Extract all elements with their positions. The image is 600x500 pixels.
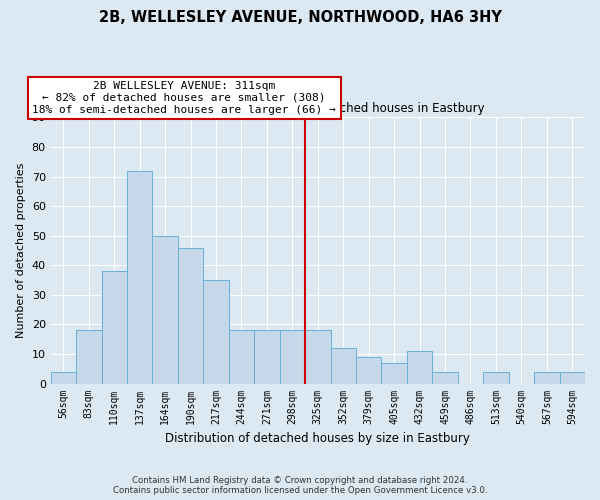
Bar xyxy=(560,372,585,384)
Bar xyxy=(356,357,382,384)
Bar xyxy=(50,372,76,384)
Bar xyxy=(229,330,254,384)
Text: 2B WELLESLEY AVENUE: 311sqm
← 82% of detached houses are smaller (308)
18% of se: 2B WELLESLEY AVENUE: 311sqm ← 82% of det… xyxy=(32,82,336,114)
Bar xyxy=(127,170,152,384)
Bar xyxy=(534,372,560,384)
Bar xyxy=(407,351,433,384)
Bar xyxy=(280,330,305,384)
Bar xyxy=(331,348,356,384)
Bar xyxy=(76,330,101,384)
Bar xyxy=(203,280,229,384)
Text: 2B, WELLESLEY AVENUE, NORTHWOOD, HA6 3HY: 2B, WELLESLEY AVENUE, NORTHWOOD, HA6 3HY xyxy=(98,10,502,25)
Bar xyxy=(433,372,458,384)
Bar xyxy=(101,271,127,384)
Bar xyxy=(483,372,509,384)
Bar xyxy=(178,248,203,384)
Bar xyxy=(305,330,331,384)
Bar xyxy=(382,363,407,384)
Y-axis label: Number of detached properties: Number of detached properties xyxy=(16,163,26,338)
Bar xyxy=(254,330,280,384)
X-axis label: Distribution of detached houses by size in Eastbury: Distribution of detached houses by size … xyxy=(166,432,470,445)
Text: Contains HM Land Registry data © Crown copyright and database right 2024.
Contai: Contains HM Land Registry data © Crown c… xyxy=(113,476,487,495)
Bar xyxy=(152,236,178,384)
Title: Size of property relative to detached houses in Eastbury: Size of property relative to detached ho… xyxy=(151,102,485,115)
